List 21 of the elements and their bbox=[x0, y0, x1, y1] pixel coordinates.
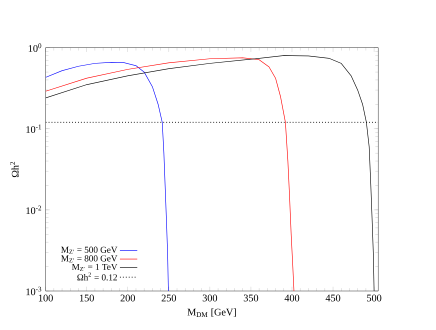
line-series bbox=[46, 62, 169, 292]
x-tick-label: 500 bbox=[367, 294, 382, 302]
x-tick-label: 350 bbox=[244, 294, 258, 302]
x-tick-label: 300 bbox=[202, 294, 218, 302]
legend-label: M$_{Z′}$ = 1 TeV bbox=[72, 264, 118, 272]
line-series bbox=[46, 58, 294, 292]
y-tick-label: 10$^{-1}$ bbox=[26, 124, 42, 134]
x-axis-title: M$_{DM}$ [GeV] bbox=[188, 308, 236, 318]
x-tick-label: 100 bbox=[38, 294, 53, 302]
legend-label: Ωh$^{2}$ = 0.12 bbox=[77, 272, 117, 281]
y-tick-label: 10$^{-2}$ bbox=[26, 206, 42, 214]
x-tick-label: 150 bbox=[80, 294, 94, 302]
legend-label: M$_{Z′}$ = 500 GeV bbox=[61, 246, 118, 254]
x-tick-label: 400 bbox=[284, 294, 300, 302]
x-tick-label: 250 bbox=[162, 294, 176, 302]
x-tick-label: 450 bbox=[326, 294, 340, 302]
y-tick-label: 10$^{-3}$ bbox=[26, 287, 42, 296]
y-tick-label: 10$^{0}$ bbox=[28, 44, 42, 52]
legend-label: M$_{Z′}$ = 800 GeV bbox=[61, 256, 118, 263]
y-axis-title: Ωh$^{2}$ bbox=[10, 162, 19, 178]
x-tick-label: 200 bbox=[120, 294, 135, 302]
